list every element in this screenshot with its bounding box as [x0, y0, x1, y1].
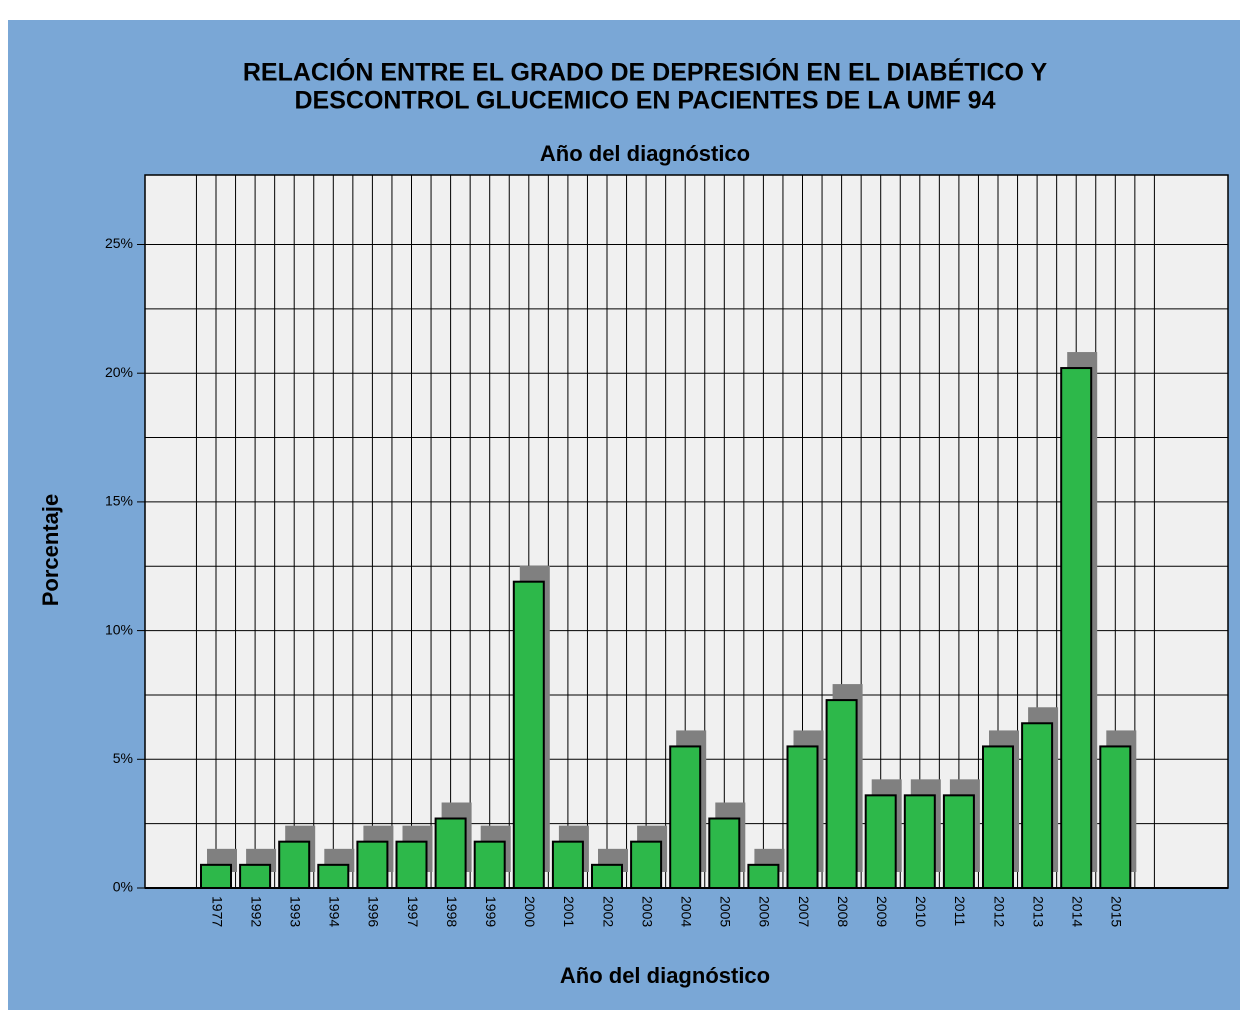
x-tick-label: 2012	[991, 896, 1007, 927]
y-axis-title: Porcentaje	[38, 494, 63, 607]
bar	[512, 580, 545, 889]
bar	[239, 863, 272, 889]
y-tick-label: 0%	[113, 879, 133, 895]
bar	[708, 817, 741, 890]
bar	[1021, 722, 1054, 890]
x-tick-label: 2015	[1109, 896, 1125, 927]
x-axis-title: Año del diagnóstico	[560, 963, 770, 988]
x-tick-label: 2004	[678, 896, 694, 927]
chart-title: DESCONTROL GLUCEMICO EN PACIENTES DE LA …	[295, 87, 996, 115]
x-tick-label: 2007	[796, 896, 812, 927]
x-tick-label: 2001	[561, 896, 577, 927]
x-tick-label: 1998	[444, 896, 460, 927]
x-tick-label: 2006	[757, 896, 773, 927]
y-tick-label: 5%	[113, 750, 133, 766]
x-tick-label: 1996	[366, 896, 382, 927]
x-tick-label: 1993	[287, 896, 303, 927]
bar	[1099, 745, 1132, 890]
x-tick-label: 2011	[952, 896, 968, 926]
bar	[1060, 367, 1093, 889]
bar	[317, 863, 350, 889]
y-tick-label: 15%	[105, 493, 133, 509]
x-tick-label: 2009	[874, 896, 890, 927]
x-tick-label: 1999	[483, 896, 499, 927]
y-tick-label: 20%	[105, 364, 133, 380]
marks	[200, 352, 1137, 890]
chart-title: RELACIÓN ENTRE EL GRADO DE DEPRESIÓN EN …	[243, 57, 1048, 87]
x-tick-label: 1994	[327, 896, 343, 927]
x-tick-label: 2005	[718, 896, 734, 927]
bar	[395, 840, 428, 889]
x-tick-label: 2000	[522, 896, 538, 927]
x-tick-label: 1977	[209, 896, 225, 927]
x-tick-label: 1997	[405, 896, 421, 927]
bar	[864, 794, 897, 890]
bar	[786, 745, 819, 890]
x-tick-label: 2013	[1030, 896, 1046, 927]
bar	[669, 745, 702, 890]
x-tick-label: 2008	[835, 896, 851, 927]
y-tick-label: 25%	[105, 235, 133, 251]
bar	[747, 863, 780, 889]
x-tick-label: 2002	[600, 896, 616, 927]
bar	[982, 745, 1014, 890]
bar	[434, 817, 467, 890]
bar	[356, 840, 389, 889]
bar	[630, 840, 663, 889]
bar	[825, 699, 858, 889]
x-tick-label: 2014	[1069, 896, 1085, 927]
bar	[942, 794, 975, 890]
bar	[591, 863, 623, 889]
chart-subtitle: Año del diagnóstico	[540, 141, 750, 166]
bar	[473, 840, 506, 889]
bar	[200, 863, 232, 889]
bar	[903, 794, 936, 890]
bar	[551, 840, 584, 889]
bar	[278, 840, 311, 889]
x-tick-label: 2003	[639, 896, 655, 927]
x-tick-label: 2010	[913, 896, 929, 927]
x-tick-label: 1992	[248, 896, 264, 927]
y-tick-label: 10%	[105, 621, 133, 637]
